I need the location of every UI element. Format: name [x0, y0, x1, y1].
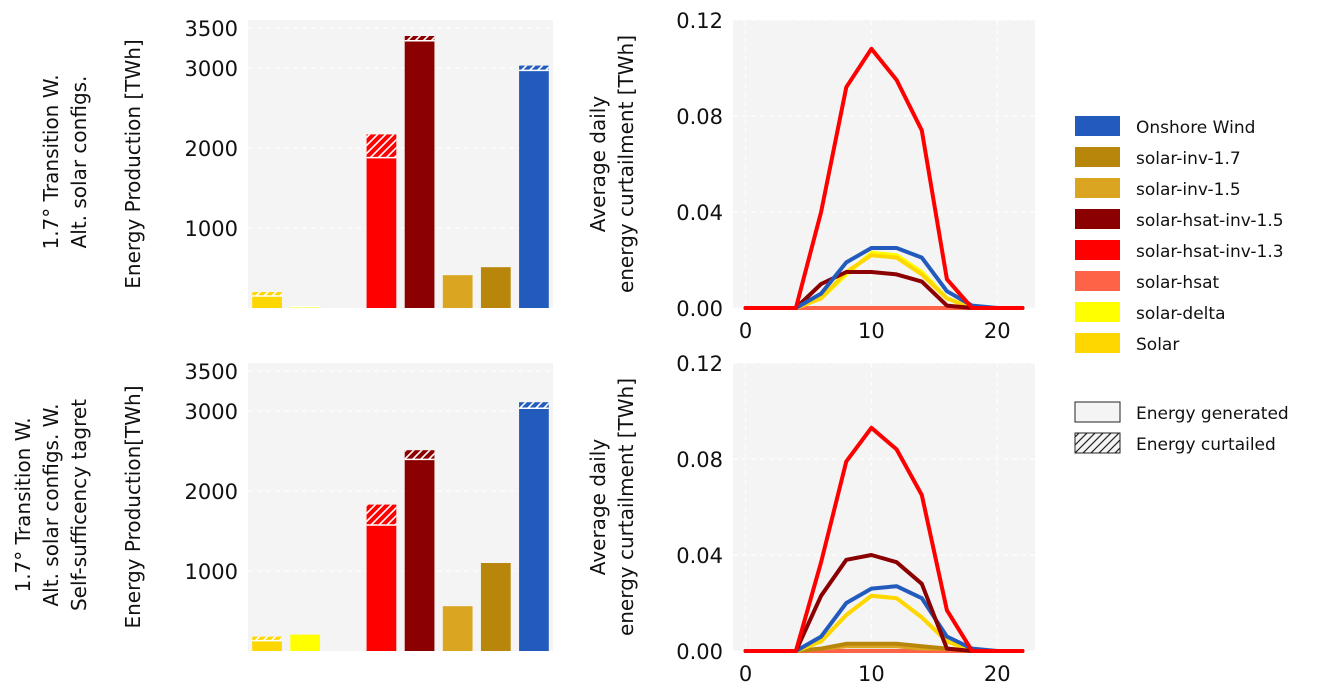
top-right-ylabel-1: energy curtailment [TWh]	[614, 35, 638, 293]
top-right-ylabel-0: Average daily	[586, 96, 610, 233]
legend-label-solar-hsat-inv-1-5: solar-hsat-inv-1.5	[1136, 211, 1284, 231]
top-right-xtick-1: 10	[858, 319, 885, 343]
legend-label-solar: Solar	[1136, 335, 1179, 355]
top-left-plot-area	[248, 20, 553, 308]
legend-label-onshore-wind: Onshore Wind	[1136, 118, 1255, 138]
top-left-bar-onshore-wind-generated	[519, 70, 549, 309]
legend-label-solar-hsat: solar-hsat	[1136, 273, 1219, 293]
legend-label-solar-hsat-inv-1-3: solar-hsat-inv-1.3	[1136, 242, 1284, 262]
top-left-ytick-0: 1000	[185, 217, 238, 241]
bottom-right-xtick-1: 10	[858, 662, 885, 686]
bottom-left-bar-solar-curtailed-hatch	[252, 636, 282, 641]
top-right-xtick-2: 20	[984, 319, 1011, 343]
bottom-left-bar-onshore-wind-curtailed-hatch	[519, 402, 549, 409]
row-label-bottom-line-0: 1.7° Transition W.	[11, 417, 35, 592]
bottom-right-ylabel-1: energy curtailment [TWh]	[614, 378, 638, 636]
bottom-left-ytick-0: 1000	[185, 560, 238, 584]
legend-label-solar-inv-1-5: solar-inv-1.5	[1136, 180, 1241, 200]
top-right-line-solar-hsat-inv-1-3	[743, 46, 1025, 310]
top-right-ytick-1: 0.04	[676, 201, 723, 225]
legend-label-solar-delta: solar-delta	[1136, 304, 1226, 324]
bottom-right-ytick-0: 0.00	[676, 640, 723, 664]
bottom-left-bar-solar-hsat-inv-1-3-generated	[366, 525, 397, 651]
legend-swatch-solar-hsat-inv-1-3	[1075, 240, 1120, 260]
bottom-left-bar-solar-generated	[252, 640, 282, 651]
top-left-ytick-1: 2000	[185, 137, 238, 161]
top-left-bar-solar-hsat-inv-1-3-generated	[366, 157, 397, 308]
top-left-ytick-2: 3000	[185, 57, 238, 81]
legend-swatch-solar-inv-1-7	[1075, 147, 1120, 167]
top-left-ylabel: Energy Production [TWh]	[121, 39, 145, 288]
row-label-bottom-line-1: Alt. solar configs. W.	[39, 403, 63, 606]
legend-swatch-solar-delta	[1075, 302, 1120, 322]
top-left-bar-solar-inv-1-7-generated	[480, 267, 511, 308]
legend-swatch-solar-hsat	[1075, 271, 1120, 291]
top-right-ytick-2: 0.08	[676, 105, 723, 129]
bottom-left-bar-solar-hsat-inv-1-5-generated	[404, 459, 435, 651]
row-label-bottom-line-2: Self-sufficency tagret	[67, 399, 91, 611]
bottom-right-ylabel-0: Average daily	[586, 439, 610, 576]
bottom-right-ytick-2: 0.08	[676, 448, 723, 472]
row-label-bottom: 1.7° Transition W. Alt. solar configs. W…	[11, 399, 91, 611]
legend-pattern-label-energy-generated: Energy generated	[1136, 404, 1289, 424]
bottom-left-bar-solar-hsat-inv-1-5-curtailed-hatch	[404, 450, 435, 460]
legend: Onshore Wind solar-inv-1.7 solar-inv-1.5 so…	[1074, 116, 1289, 455]
legend-pattern-hatch-energy-curtailed	[1074, 432, 1121, 454]
bottom-left-bar-solar-delta-generated	[290, 634, 321, 651]
top-left-bar-solar-generated	[252, 296, 282, 308]
top-left-bar-solar-hsat-inv-1-5-generated	[404, 40, 435, 309]
bottom-right-ytick-1: 0.04	[676, 544, 723, 568]
top-left-bar-onshore-wind-curtailed-hatch	[519, 65, 549, 71]
top-right-plot-area	[733, 20, 1035, 308]
bottom-left-bar-solar-inv-1-5-generated	[442, 606, 473, 651]
bottom-right-line-solar-hsat-inv-1-3	[743, 425, 1025, 653]
top-left-bar-solar-inv-1-5-generated	[442, 275, 473, 308]
bottom-left-ytick-1: 2000	[185, 480, 238, 504]
top-left-bar-solar-hsat-inv-1-5-curtailed-hatch	[404, 36, 435, 41]
top-left-bar-solar-curtailed-hatch	[252, 292, 282, 296]
legend-swatch-solar-inv-1-5	[1075, 178, 1120, 198]
legend-pattern-label-energy-curtailed: Energy curtailed	[1136, 435, 1276, 455]
bottom-left-ytick-2: 3000	[185, 400, 238, 424]
bottom-left-ylabel: Energy Production[TWh]	[121, 385, 145, 628]
bottom-right-plot-area	[733, 363, 1035, 651]
legend-swatch-onshore-wind	[1075, 116, 1120, 136]
bottom-left-bar-solar-inv-1-7-generated	[480, 563, 511, 651]
bar-chart-top: 1000 2000 3000 3500 Energy Production [TWh]	[121, 17, 553, 309]
bottom-left-bar-solar-hsat-inv-1-3-curtailed-hatch	[366, 504, 397, 525]
legend-label-solar-inv-1-7: solar-inv-1.7	[1136, 149, 1241, 169]
bottom-right-ytick-3: 0.12	[676, 352, 723, 376]
top-left-ytick-3: 3500	[185, 17, 238, 41]
top-right-ytick-3: 0.12	[676, 9, 723, 33]
row-label-top: 1.7° Transition W. Alt. solar configs.	[39, 74, 91, 249]
line-chart-top: 0.00 0.04 0.08 0.12 Average daily energy curt…	[586, 9, 1035, 343]
top-left-bar-solar-hsat-inv-1-3-curtailed-hatch	[366, 134, 397, 158]
bottom-left-bar-onshore-wind-generated	[519, 408, 549, 651]
legend-swatch-solar-hsat-inv-1-5	[1075, 209, 1120, 229]
legend-swatch-solar	[1075, 333, 1120, 353]
row-label-top-line-0: 1.7° Transition W.	[39, 74, 63, 249]
legend-pattern-swatch-energy-generated	[1074, 401, 1121, 423]
bottom-right-xtick-2: 20	[984, 662, 1011, 686]
bottom-right-xtick-0: 0	[739, 662, 752, 686]
row-label-top-line-1: Alt. solar configs.	[67, 76, 91, 249]
top-right-xtick-0: 0	[739, 319, 752, 343]
bar-chart-bottom: 1000 2000 3000 3500 Energy Production[TWh]	[121, 360, 553, 651]
line-chart-bottom: 0.00 0.04 0.08 0.12 Average daily energy curt…	[586, 352, 1035, 686]
top-right-ytick-0: 0.00	[676, 297, 723, 321]
bottom-left-ytick-3: 3500	[185, 360, 238, 384]
